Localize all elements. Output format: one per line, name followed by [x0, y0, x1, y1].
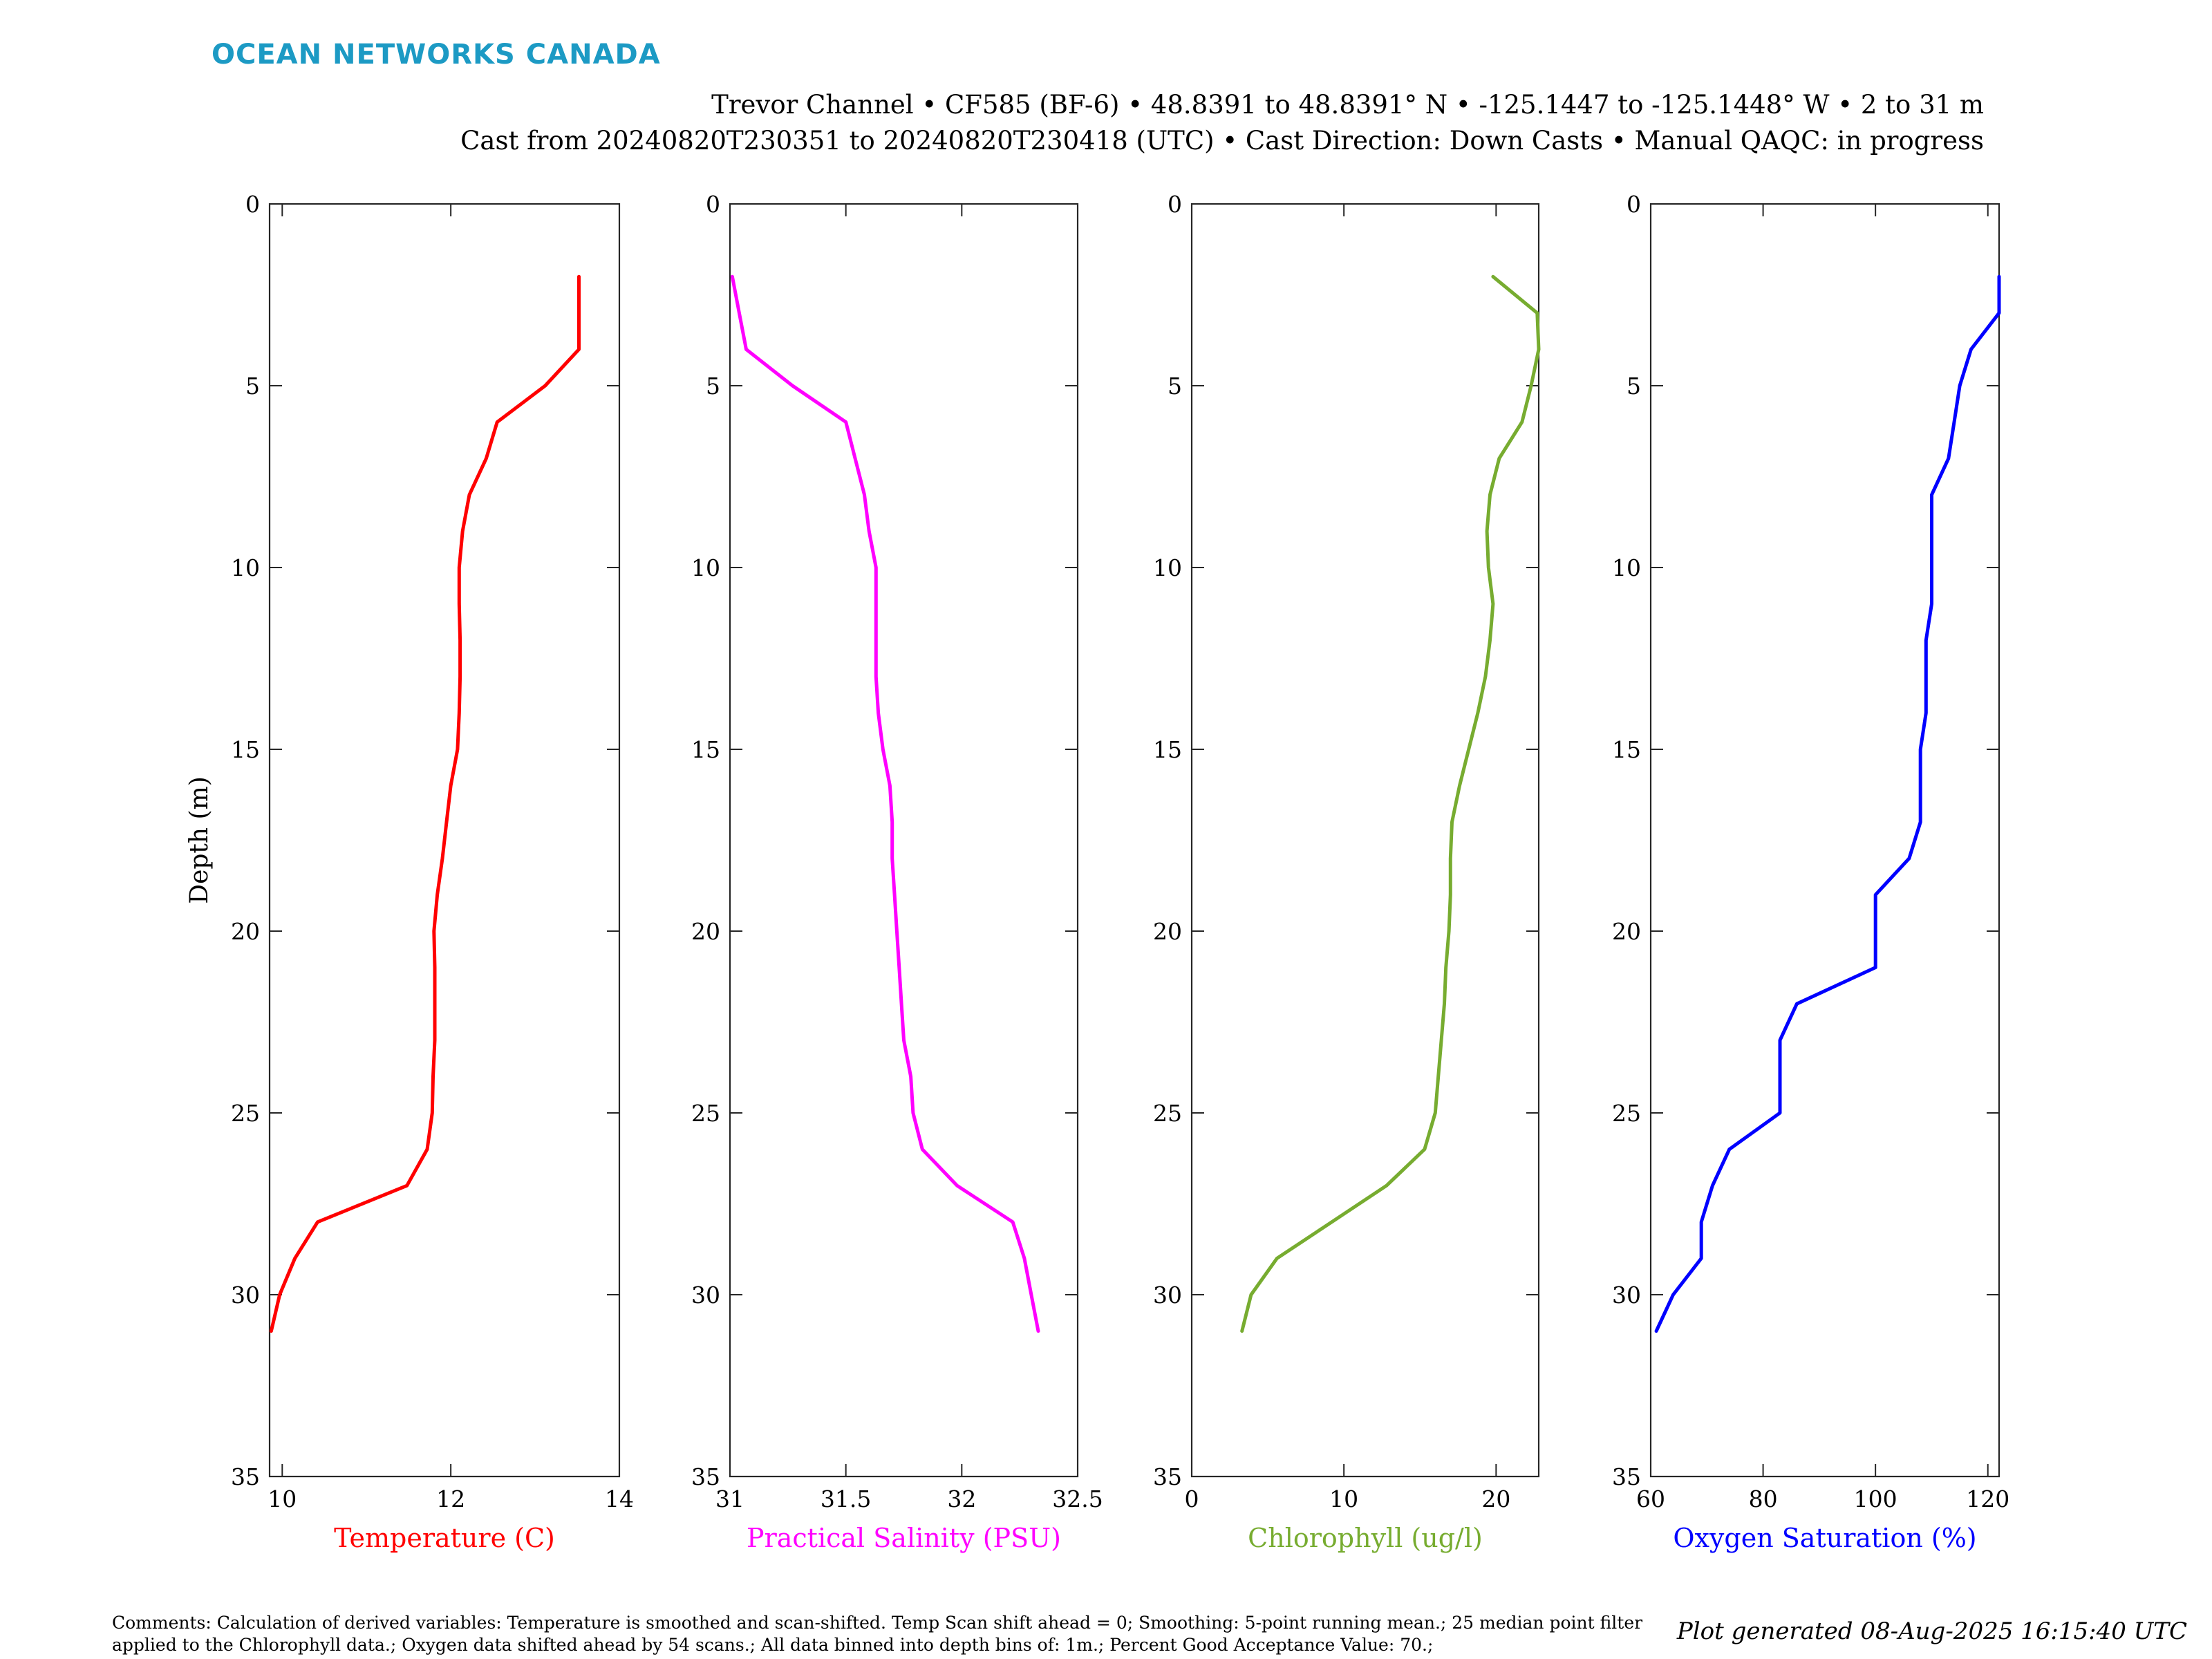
oxygen-ytick-label: 20	[1612, 918, 1641, 945]
chlorophyll-ytick-label: 30	[1153, 1282, 1182, 1309]
salinity-xtick-label: 31.5	[821, 1485, 871, 1512]
chlorophyll-x-axis-label: Chlorophyll (ug/l)	[1248, 1523, 1483, 1553]
temperature-xtick-label: 12	[436, 1485, 465, 1512]
depth-axis-label: Depth (m)	[185, 776, 214, 904]
salinity-ytick-label: 15	[691, 736, 720, 763]
salinity-ytick-label: 25	[691, 1100, 720, 1127]
temperature-ytick-label: 0	[245, 191, 260, 218]
oxygen-axes-box	[1649, 203, 2000, 1478]
plot-title-cast: Cast from 20240820T230351 to 20240820T23…	[460, 126, 1984, 156]
salinity-xtick-label: 32.5	[1052, 1485, 1103, 1512]
chlorophyll-xtick-label: 0	[1185, 1485, 1199, 1512]
temperature-profile-line	[269, 274, 581, 1333]
chlorophyll-xtick-label: 20	[1481, 1485, 1510, 1512]
plot-title-location: Trevor Channel • CF585 (BF-6) • 48.8391 …	[711, 90, 1984, 120]
oxygen-xtick-label: 120	[1966, 1485, 2009, 1512]
temperature-ytick-label: 30	[231, 1282, 260, 1309]
temperature-ytick-label: 25	[231, 1100, 260, 1127]
salinity-xtick-label: 31	[715, 1485, 744, 1512]
salinity-ytick-label: 20	[691, 918, 720, 945]
chlorophyll-ytick-label: 0	[1168, 191, 1182, 218]
oxygen-ytick-label: 0	[1627, 191, 1641, 218]
chlorophyll-axes-box	[1190, 203, 1540, 1478]
chlorophyll-ytick-label: 25	[1153, 1100, 1182, 1127]
oxygen-ytick-label: 30	[1612, 1282, 1641, 1309]
temperature-axes-box	[268, 203, 621, 1478]
salinity-ytick-label: 0	[706, 191, 720, 218]
chlorophyll-ytick-label: 15	[1153, 736, 1182, 763]
chlorophyll-ytick-label: 35	[1153, 1463, 1182, 1490]
chlorophyll-ytick-label: 5	[1168, 373, 1182, 400]
temperature-ytick-label: 15	[231, 736, 260, 763]
temperature-x-axis-label: Temperature (C)	[334, 1523, 555, 1553]
salinity-profile-line	[730, 274, 1040, 1333]
chlorophyll-ytick-label: 20	[1153, 918, 1182, 945]
processing-comments: Comments: Calculation of derived variabl…	[112, 1613, 1643, 1655]
salinity-axes-box	[729, 203, 1079, 1478]
oxygen-xtick-label: 60	[1636, 1485, 1665, 1512]
temperature-ytick-label: 20	[231, 918, 260, 945]
temperature-ytick-label: 10	[231, 554, 260, 581]
salinity-ytick-label: 35	[691, 1463, 720, 1490]
ocean-networks-canada-logo: OCEAN NETWORKS CANADA	[212, 39, 661, 71]
plot-generated-timestamp: Plot generated 08-Aug-2025 16:15:40 UTC	[1676, 1618, 2187, 1645]
oxygen-profile-line	[1654, 274, 2001, 1333]
temperature-panel: 0 5 10 15 20 25 30 35 10 12 14 Temperature (C) Depth…	[185, 191, 634, 1553]
oxygen-xtick-label: 80	[1749, 1485, 1778, 1512]
temperature-ytick-label: 5	[245, 373, 260, 400]
oxygen-xtick-label: 100	[1854, 1485, 1897, 1512]
oxygen-ytick-label: 10	[1612, 554, 1641, 581]
oxygen-ytick-label: 25	[1612, 1100, 1641, 1127]
chlorophyll-ytick-label: 10	[1153, 554, 1182, 581]
salinity-x-axis-label: Practical Salinity (PSU)	[747, 1523, 1061, 1553]
salinity-ytick-label: 5	[706, 373, 720, 400]
chlorophyll-xtick-label: 10	[1329, 1485, 1358, 1512]
oxygen-ytick-label: 15	[1612, 736, 1641, 763]
temperature-ytick-label: 35	[231, 1463, 260, 1490]
temperature-xtick-label: 10	[268, 1485, 297, 1512]
oxygen-ytick-label: 5	[1627, 373, 1641, 400]
temperature-xtick-label: 14	[605, 1485, 634, 1512]
salinity-xtick-label: 32	[947, 1485, 976, 1512]
salinity-ytick-label: 10	[691, 554, 720, 581]
salinity-ytick-label: 30	[691, 1282, 720, 1309]
chlorophyll-profile-line	[1240, 274, 1541, 1333]
oxygen-ytick-label: 35	[1612, 1463, 1641, 1490]
oxygen-x-axis-label: Oxygen Saturation (%)	[1673, 1523, 1976, 1553]
